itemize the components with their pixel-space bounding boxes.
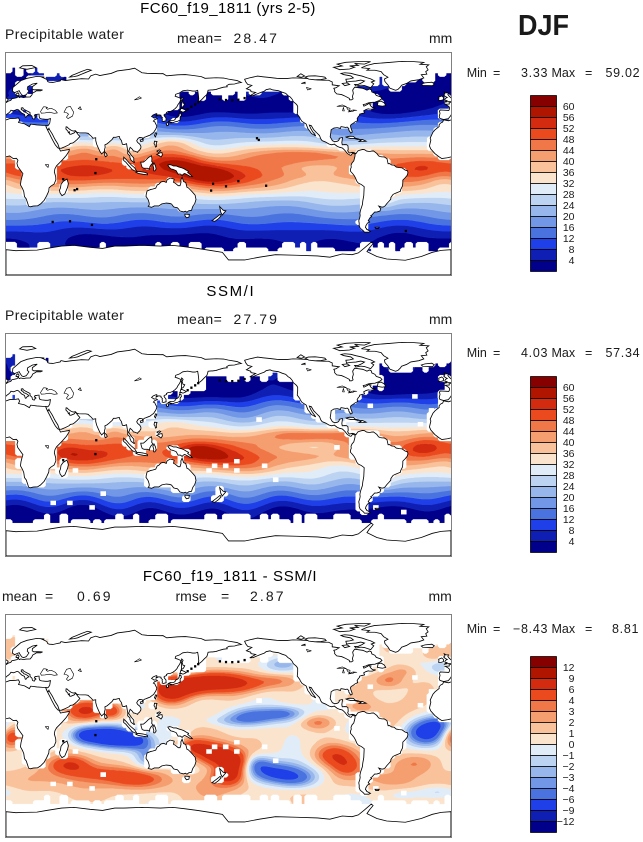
svg-text:2: 2 (569, 717, 575, 729)
svg-text:36: 36 (563, 167, 575, 179)
svg-text:52: 52 (563, 404, 575, 416)
svg-text:60: 60 (563, 101, 575, 113)
svg-text:−2: −2 (563, 761, 575, 773)
svg-text:60: 60 (563, 382, 575, 394)
svg-text:12: 12 (563, 514, 575, 526)
svg-text:40: 40 (563, 437, 575, 449)
svg-text:−6: −6 (563, 794, 575, 806)
svg-text:−3: −3 (563, 772, 575, 784)
svg-text:48: 48 (563, 415, 575, 427)
svg-text:4: 4 (569, 536, 575, 548)
svg-text:3: 3 (569, 706, 575, 718)
svg-text:32: 32 (563, 178, 575, 190)
svg-text:6: 6 (569, 684, 575, 696)
svg-text:16: 16 (563, 503, 575, 515)
svg-text:44: 44 (563, 426, 575, 438)
svg-text:56: 56 (563, 393, 575, 405)
svg-text:52: 52 (563, 123, 575, 135)
svg-text:56: 56 (563, 112, 575, 124)
svg-text:16: 16 (563, 222, 575, 234)
svg-text:8: 8 (569, 525, 575, 537)
svg-text:−9: −9 (563, 805, 575, 817)
svg-text:12: 12 (563, 233, 575, 245)
svg-text:44: 44 (563, 145, 575, 157)
svg-text:1: 1 (569, 728, 575, 740)
svg-text:36: 36 (563, 448, 575, 460)
svg-text:8: 8 (569, 244, 575, 256)
svg-text:20: 20 (563, 211, 575, 223)
svg-text:4: 4 (569, 695, 575, 707)
svg-text:24: 24 (563, 481, 575, 493)
svg-text:32: 32 (563, 459, 575, 471)
svg-text:0: 0 (569, 739, 575, 751)
svg-text:28: 28 (563, 470, 575, 482)
svg-text:48: 48 (563, 134, 575, 146)
svg-text:4: 4 (569, 255, 575, 267)
svg-text:28: 28 (563, 189, 575, 201)
svg-text:−12: −12 (557, 816, 575, 828)
svg-text:20: 20 (563, 492, 575, 504)
svg-text:−1: −1 (563, 750, 575, 762)
svg-text:−4: −4 (563, 783, 575, 795)
svg-text:12: 12 (563, 662, 575, 674)
svg-text:40: 40 (563, 156, 575, 168)
svg-text:24: 24 (563, 200, 575, 212)
svg-text:9: 9 (569, 673, 575, 685)
